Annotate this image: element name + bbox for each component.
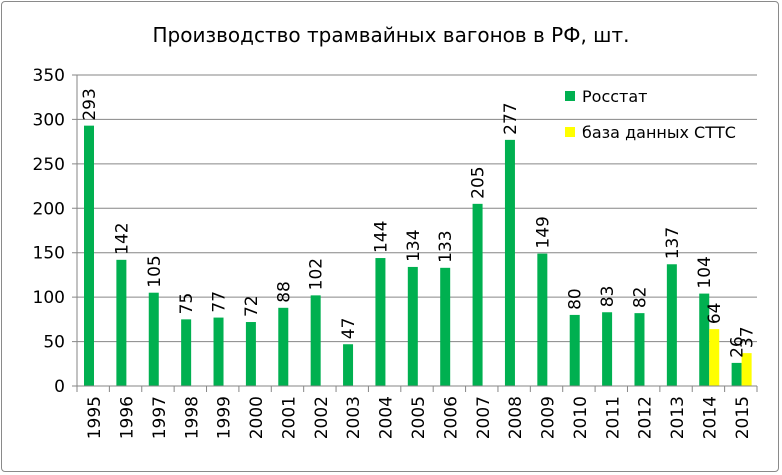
bar-rosstat [278, 307, 289, 386]
data-label: 88 [274, 281, 294, 303]
legend-swatch [565, 127, 575, 137]
x-tick-label: 2011 [603, 396, 623, 439]
y-tick-label: 50 [43, 333, 65, 353]
y-tick-label: 250 [33, 155, 65, 175]
data-label: 137 [663, 227, 683, 259]
y-tick-label: 350 [33, 66, 65, 86]
data-label: 205 [469, 166, 489, 198]
bar-rosstat [375, 258, 386, 386]
bar-rosstat [116, 259, 127, 386]
bar-rosstat [84, 125, 94, 387]
bar-rosstat [537, 253, 548, 386]
bar-rosstat [731, 362, 742, 386]
y-tick-label: 100 [33, 288, 65, 308]
x-tick-label: 2004 [377, 396, 397, 439]
data-label: 102 [307, 258, 327, 290]
data-label: 133 [436, 230, 456, 262]
bar-rosstat [569, 314, 580, 386]
bar-sttc [741, 353, 752, 386]
x-tick-label: 1996 [118, 396, 138, 439]
x-tick-label: 1995 [85, 396, 105, 439]
bar-rosstat [148, 292, 159, 386]
bar-rosstat [310, 295, 321, 386]
y-tick-label: 200 [33, 199, 65, 219]
bar-rosstat [699, 293, 710, 386]
data-label: 134 [404, 229, 424, 261]
bar-rosstat [634, 313, 645, 386]
data-label: 83 [598, 286, 618, 308]
data-label: 149 [533, 216, 553, 248]
legend-swatch [565, 91, 575, 101]
bar-rosstat [181, 319, 192, 386]
y-tick-label: 150 [33, 244, 65, 264]
x-tick-label: 2001 [279, 396, 299, 439]
bar-rosstat [602, 312, 613, 386]
x-tick-label: 1997 [150, 396, 170, 439]
bar-sttc [709, 329, 720, 386]
bar-rosstat [343, 344, 354, 386]
data-label: 75 [177, 293, 197, 315]
x-tick-label: 1998 [182, 396, 202, 439]
chart-title: Производство трамвайных вагонов в РФ, шт… [153, 23, 630, 47]
x-tick-label: 2010 [571, 396, 591, 439]
bar-rosstat [666, 264, 677, 386]
x-tick-label: 2002 [312, 396, 332, 439]
bar-rosstat [245, 322, 256, 386]
x-tick-label: 1999 [215, 396, 235, 439]
x-tick-label: 2005 [409, 396, 429, 439]
x-tick-label: 2006 [441, 396, 461, 439]
x-tick-label: 2008 [506, 396, 526, 439]
data-label: 77 [210, 291, 230, 313]
bar-rosstat [440, 267, 451, 386]
data-label: 72 [242, 295, 262, 317]
x-tick-label: 2009 [539, 396, 559, 439]
bar-rosstat [407, 266, 418, 386]
x-tick-label: 2014 [700, 396, 720, 439]
data-label: 82 [630, 286, 650, 308]
x-tick-label: 2015 [733, 396, 753, 439]
data-label: 105 [145, 255, 165, 287]
data-label: 142 [112, 222, 132, 254]
data-label: 104 [695, 256, 715, 288]
x-tick-label: 2012 [636, 396, 656, 439]
bar-rosstat [213, 317, 224, 386]
legend-label: Росстат [582, 87, 647, 106]
data-label: 144 [371, 221, 391, 253]
x-tick-label: 2007 [474, 396, 494, 439]
data-label: 47 [339, 318, 359, 340]
data-label: 293 [80, 88, 100, 120]
data-label: 80 [566, 288, 586, 310]
bar-rosstat [472, 203, 483, 386]
data-label: 64 [705, 302, 725, 324]
y-tick-label: 300 [33, 110, 65, 130]
y-tick-label: 0 [54, 377, 65, 397]
x-tick-label: 2000 [247, 396, 267, 439]
data-label: 277 [501, 102, 521, 134]
legend-label: база данных СТТС [582, 123, 736, 142]
bar-rosstat [504, 139, 515, 386]
data-label: 26 [728, 336, 748, 358]
data-label: 37 [738, 326, 758, 348]
x-tick-label: 2003 [344, 396, 364, 439]
x-tick-label: 2013 [668, 396, 688, 439]
